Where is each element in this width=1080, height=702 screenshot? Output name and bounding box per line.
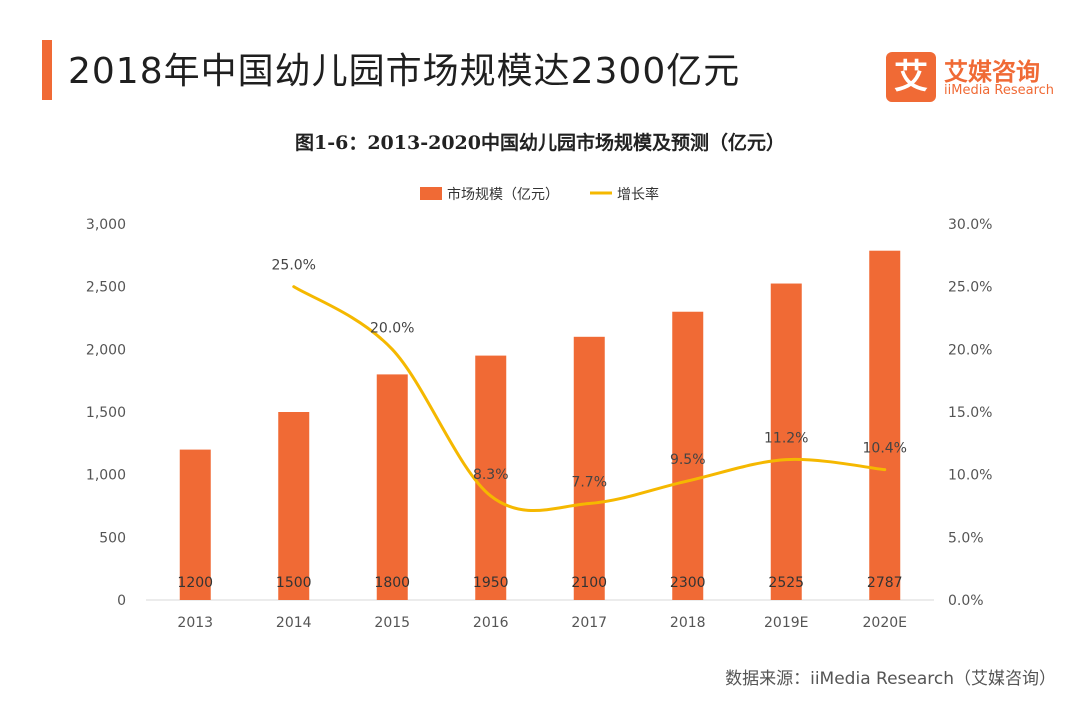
bar-data-label: 2300 [670,575,706,591]
line-data-label: 25.0% [272,258,316,274]
chart-title: 图1-6：2013-2020中国幼儿园市场规模及预测（亿元） [295,132,785,154]
bar [475,355,507,600]
bar [770,283,802,600]
page-title: 2018年中国幼儿园市场规模达2300亿元 [68,51,741,92]
legend-bar-swatch [420,187,442,200]
y-left-tick-label: 1,500 [86,405,126,421]
growth-rate-line [292,285,887,512]
bar [376,374,408,600]
x-tick-label: 2018 [670,615,706,631]
x-tick-label: 2016 [473,615,509,631]
legend-bar-label: 市场规模（亿元） [447,186,559,203]
legend-line-label: 增长率 [617,186,659,203]
bar [278,412,310,600]
x-tick-label: 2020E [863,615,907,631]
y-right-tick-label: 15.0% [948,405,992,421]
bar-data-label: 2787 [867,575,903,591]
bar-data-label: 2100 [571,575,607,591]
brand-logo: 艾 艾媒咨询 iiMedia Research [886,46,1062,102]
line-data-label: 9.5% [670,452,706,468]
logo-en-text: iiMedia Research [944,83,1055,98]
line-data-label: 8.3% [473,467,509,483]
bar-data-label: 1950 [473,575,509,591]
bar-data-label: 1500 [276,575,312,591]
logo-icon: 艾 [886,52,936,102]
y-left-tick-label: 2,500 [86,280,126,296]
y-left-tick-label: 2,000 [86,342,126,358]
y-left-tick-label: 0 [117,593,126,609]
y-right-tick-label: 30.0% [948,217,992,233]
x-tick-label: 2015 [374,615,410,631]
logo-cn-text: 艾媒咨询 [944,58,1040,86]
y-right-tick-label: 10.0% [948,468,992,484]
bar-data-label: 1800 [374,575,410,591]
data-source: 数据来源：iiMedia Research（艾媒咨询） [725,669,1056,689]
x-tick-label: 2013 [177,615,213,631]
bar-data-label: 2525 [768,575,804,591]
bar-data-label: 1200 [177,575,213,591]
y-right-tick-label: 5.0% [948,530,984,546]
y-left-tick-label: 1,000 [86,468,126,484]
y-left-tick-label: 500 [99,530,126,546]
y-right-tick-label: 0.0% [948,593,984,609]
y-right-tick-label: 20.0% [948,342,992,358]
bar [869,250,901,601]
line-data-label: 11.2% [764,431,808,447]
x-tick-label: 2019E [764,615,808,631]
line-data-label: 7.7% [571,474,607,490]
line-data-label: 20.0% [370,320,414,336]
line-data-label: 10.4% [863,441,907,457]
bar [573,336,605,600]
y-left-tick-label: 3,000 [86,217,126,233]
x-tick-label: 2014 [276,615,312,631]
bar [672,311,704,600]
y-right-tick-label: 25.0% [948,280,992,296]
x-tick-label: 2017 [571,615,607,631]
bar [179,449,211,600]
title-accent-bar [42,40,52,100]
